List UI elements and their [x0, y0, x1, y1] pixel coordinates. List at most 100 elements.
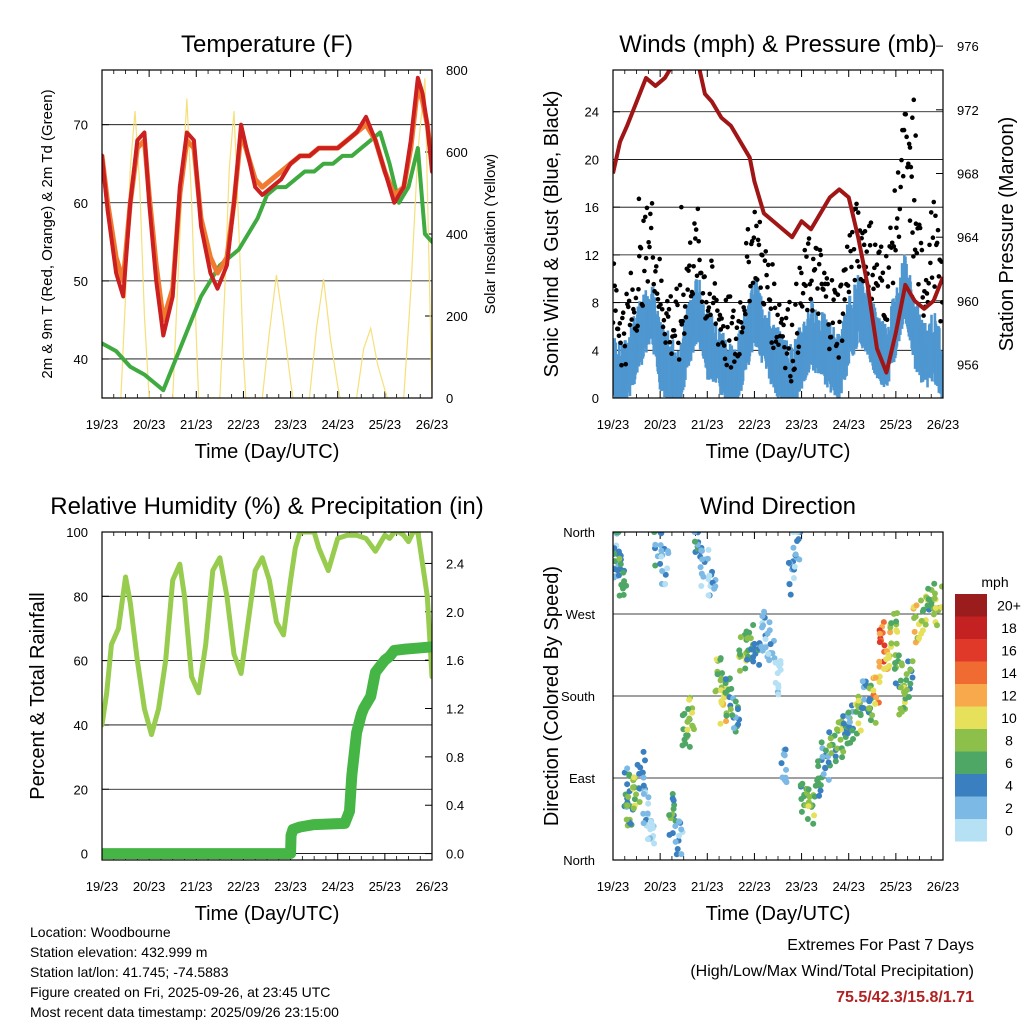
y-tick-label: North [563, 853, 595, 868]
gust-point [709, 264, 715, 269]
gust-point [870, 272, 875, 278]
direction-point [876, 639, 883, 646]
direction-point [872, 719, 879, 726]
direction-point [811, 812, 818, 819]
gust-point [757, 219, 763, 225]
direction-point [844, 730, 851, 737]
gust-point [637, 253, 642, 259]
direction-point [792, 551, 799, 558]
legend-label: 8 [1005, 732, 1013, 748]
gust-point [743, 311, 748, 317]
gust-point [643, 255, 649, 261]
direction-point [699, 556, 706, 563]
legend-label: 14 [1001, 665, 1017, 681]
x-tick-label: 24/23 [321, 879, 354, 894]
gust-point [771, 281, 777, 287]
extremes-values: 75.5/42.3/15.8/1.71 [836, 989, 974, 1006]
direction-point [765, 650, 772, 657]
gust-point [888, 225, 893, 231]
direction-point [714, 671, 721, 678]
y-tick-label: South [561, 689, 595, 704]
direction-point [775, 684, 782, 691]
direction-point [671, 802, 678, 809]
gust-point [680, 318, 685, 324]
direction-point [895, 652, 902, 659]
gust-point [615, 326, 621, 332]
direction-point [691, 538, 698, 545]
gust-point [788, 378, 794, 384]
gust-point [685, 287, 690, 292]
direction-point [855, 720, 862, 727]
direction-point [777, 657, 784, 664]
gust-point [616, 333, 622, 339]
gust-point [768, 306, 774, 312]
gust-point [836, 355, 842, 360]
gust-point [788, 373, 793, 379]
gust-point [829, 277, 835, 283]
gust-point [855, 258, 860, 264]
gust-point [919, 247, 925, 253]
direction-point [805, 786, 812, 793]
direction-point [652, 562, 659, 569]
gust-point [806, 236, 812, 241]
gust-point [645, 279, 651, 284]
gust-point [765, 284, 770, 290]
gust-point [911, 254, 916, 259]
chart-title: Temperature (F) [181, 31, 353, 58]
gust-point [697, 257, 702, 263]
gust-point [910, 230, 915, 235]
y2-tick-label: 0.0 [446, 847, 464, 862]
gust-point [690, 291, 696, 297]
extremes-subtitle: (High/Low/Max Wind/Total Precipitation) [690, 963, 974, 980]
x-tick-label: 24/23 [832, 417, 865, 432]
gust-point [761, 301, 767, 307]
gust-point [787, 299, 792, 305]
gust-point [803, 283, 808, 288]
direction-point [630, 784, 637, 791]
gust-point [668, 294, 674, 299]
legend-swatch [955, 706, 987, 729]
gust-point [795, 350, 801, 355]
direction-point [860, 705, 867, 712]
direction-point [766, 619, 773, 626]
gust-point [746, 259, 752, 265]
legend-swatch [955, 819, 987, 842]
gust-point [840, 311, 846, 317]
direction-point [767, 641, 774, 648]
gust-point [655, 296, 661, 302]
gust-point [816, 311, 821, 317]
x-axis-label: Time (Day/UTC) [706, 441, 851, 463]
direction-point [837, 736, 844, 743]
gust-point [909, 174, 914, 179]
legend-swatch [955, 729, 987, 752]
direction-point [903, 677, 910, 684]
direction-point [870, 687, 877, 694]
direction-point [880, 619, 887, 626]
chart-temperature: Temperature (F) 40 50 60 70 0 200 400 600 800 19/2… [39, 31, 499, 463]
gust-point [872, 265, 877, 271]
gust-point [935, 227, 941, 233]
gust-point [911, 97, 917, 103]
y-tick-label: 12 [585, 248, 599, 263]
gust-point [754, 223, 759, 229]
y2-axis-label: Solar Insolation (Yellow) [482, 154, 499, 314]
gust-point [687, 263, 692, 268]
gust-point [617, 321, 623, 326]
gust-point [747, 298, 752, 304]
gust-point [654, 291, 660, 296]
gust-point [918, 240, 924, 246]
gust-point [853, 206, 858, 212]
gust-point [856, 264, 862, 269]
x-tick-label: 23/23 [274, 417, 307, 432]
gust-point [734, 325, 740, 330]
chart-title: Winds (mph) & Pressure (mb) [619, 31, 936, 58]
gust-point [693, 236, 698, 241]
gust-point [936, 274, 942, 279]
x-tick-label: 21/23 [180, 879, 213, 894]
direction-point [909, 674, 916, 681]
direction-point [810, 820, 817, 827]
gust-point [648, 225, 654, 231]
direction-point [613, 545, 618, 552]
gust-point [913, 133, 918, 138]
y-tick-label: 0 [81, 847, 88, 862]
